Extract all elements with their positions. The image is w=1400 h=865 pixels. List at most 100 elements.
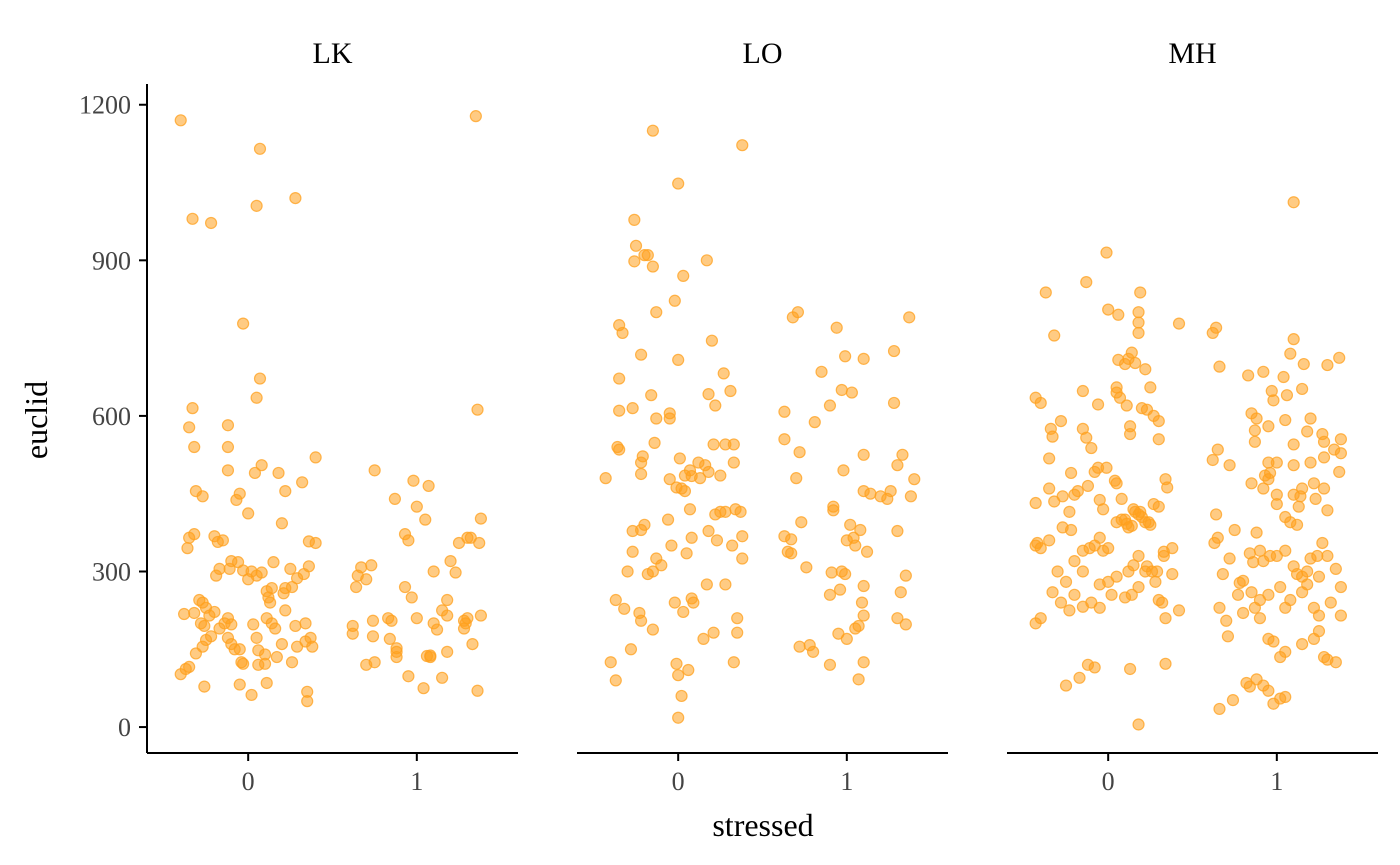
- data-point: [1223, 459, 1236, 472]
- data-point: [857, 579, 870, 593]
- data-point: [1085, 441, 1098, 455]
- data-point: [1100, 461, 1113, 474]
- data-point: [1156, 596, 1169, 609]
- data-point: [1166, 567, 1179, 581]
- data-point: [624, 643, 638, 656]
- data-point: [301, 695, 314, 708]
- data-point: [1161, 481, 1174, 494]
- data-point: [673, 452, 686, 465]
- data-point: [618, 602, 631, 615]
- data-point: [1071, 485, 1084, 498]
- y-tick-label: 1200: [79, 91, 131, 120]
- data-point: [178, 607, 191, 621]
- data-point: [1231, 588, 1245, 601]
- data-point: [1277, 370, 1290, 384]
- data-point: [279, 485, 292, 498]
- data-point: [368, 656, 381, 669]
- data-point: [646, 260, 659, 273]
- data-point: [736, 530, 749, 543]
- data-point: [1248, 424, 1261, 437]
- data-point: [1253, 612, 1267, 625]
- data-point: [1334, 433, 1348, 446]
- data-point: [188, 440, 201, 454]
- data-point: [823, 399, 837, 412]
- data-point: [628, 213, 641, 226]
- data-point: [1145, 565, 1159, 578]
- data-point: [250, 391, 263, 404]
- data-point: [1132, 580, 1145, 594]
- data-point: [1223, 552, 1236, 565]
- data-point: [1102, 303, 1115, 316]
- data-point: [290, 640, 304, 653]
- data-point: [1279, 510, 1292, 524]
- y-axis-title: euclid: [18, 381, 54, 459]
- data-point: [613, 372, 626, 385]
- data-point: [1267, 394, 1280, 407]
- data-point: [599, 472, 612, 485]
- data-point: [702, 388, 715, 401]
- data-point: [221, 464, 235, 477]
- data-point: [473, 536, 486, 550]
- data-point: [887, 396, 901, 410]
- data-point: [461, 612, 474, 625]
- data-point: [1149, 575, 1162, 588]
- data-point: [1124, 662, 1137, 676]
- data-point: [1236, 606, 1250, 620]
- data-point: [245, 688, 258, 702]
- data-point: [727, 456, 740, 469]
- data-point: [427, 617, 440, 630]
- data-point: [441, 593, 454, 607]
- data-point: [385, 614, 398, 627]
- data-point: [1132, 718, 1145, 731]
- data-point: [275, 517, 289, 530]
- data-point: [1088, 465, 1101, 479]
- data-point: [242, 507, 255, 520]
- data-point: [655, 559, 668, 572]
- data-point: [242, 573, 255, 586]
- x-tick-label: 0: [672, 767, 685, 796]
- data-point: [1279, 645, 1292, 658]
- data-point: [272, 466, 285, 480]
- data-point: [1284, 347, 1297, 360]
- data-point: [233, 678, 246, 691]
- data-point: [1248, 435, 1261, 448]
- data-point: [1064, 466, 1078, 480]
- data-point: [1043, 452, 1056, 465]
- data-point: [1294, 490, 1307, 503]
- data-point: [196, 490, 209, 503]
- facet-panels: LK 0 1 0 300 600 900 1200 LO 0 1 MH 0 1: [79, 37, 1378, 796]
- data-point: [1324, 596, 1337, 609]
- data-point: [471, 403, 484, 416]
- data-point: [833, 583, 847, 596]
- data-point: [1132, 306, 1145, 319]
- data-point: [646, 565, 659, 578]
- data-point: [1059, 679, 1073, 692]
- data-point: [672, 177, 685, 190]
- data-point: [1296, 382, 1309, 396]
- data-point: [210, 569, 223, 582]
- data-point: [1242, 369, 1255, 382]
- data-point: [1257, 365, 1270, 378]
- data-point: [1267, 635, 1280, 648]
- data-point: [1132, 326, 1145, 340]
- data-point: [260, 676, 273, 690]
- data-point: [613, 404, 626, 417]
- data-point: [1152, 500, 1165, 513]
- data-point: [1112, 308, 1125, 321]
- data-point: [1105, 588, 1118, 601]
- data-point: [204, 216, 218, 230]
- data-point: [791, 306, 805, 319]
- data-point: [665, 539, 678, 552]
- data-point: [1081, 479, 1095, 493]
- data-point: [422, 479, 435, 493]
- data-point: [255, 459, 268, 472]
- data-point: [1206, 453, 1219, 467]
- data-point: [634, 456, 648, 469]
- data-point: [366, 614, 380, 627]
- data-point: [221, 419, 235, 432]
- data-point: [1172, 604, 1186, 617]
- data-point: [188, 606, 201, 620]
- data-point: [1228, 523, 1241, 537]
- data-point: [899, 569, 912, 582]
- data-point: [1152, 414, 1165, 428]
